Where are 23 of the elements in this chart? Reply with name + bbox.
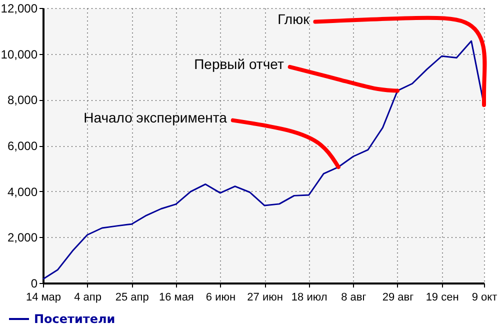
annotation: Первый отчет: [194, 56, 284, 72]
y-tick-label: 2,000: [7, 230, 38, 245]
y-tick-label: 4,000: [7, 184, 38, 199]
x-tick-label: 27 июн: [247, 292, 283, 304]
x-tick-label: 14 мар: [26, 292, 62, 304]
y-tick-label: 8,000: [7, 93, 38, 108]
x-tick-label: 19 сен: [426, 292, 459, 304]
x-tick-label: 4 апр: [74, 292, 102, 304]
line-series: [42, 40, 485, 280]
y-tick-label: 12,000: [0, 2, 38, 16]
y-tick-label: 10,000: [0, 47, 38, 62]
legend-label: Посетители: [34, 312, 116, 326]
x-tick-label: 8 авг: [341, 292, 366, 304]
y-tick-label: 0: [30, 276, 38, 290]
annotation: Глюк: [278, 10, 310, 27]
x-tick-label: 18 июл: [291, 292, 328, 304]
x-tick-label: 16 мая: [158, 292, 194, 304]
y-tick-label: 6,000: [7, 139, 38, 153]
x-tick-label: 25 апр: [115, 292, 149, 304]
x-tick-label: 9 окт: [472, 292, 498, 304]
annotation: Начало эксперимента: [84, 109, 228, 126]
x-tick-label: 6 июн: [206, 292, 236, 304]
x-tick-label: 29 авг: [382, 292, 414, 304]
